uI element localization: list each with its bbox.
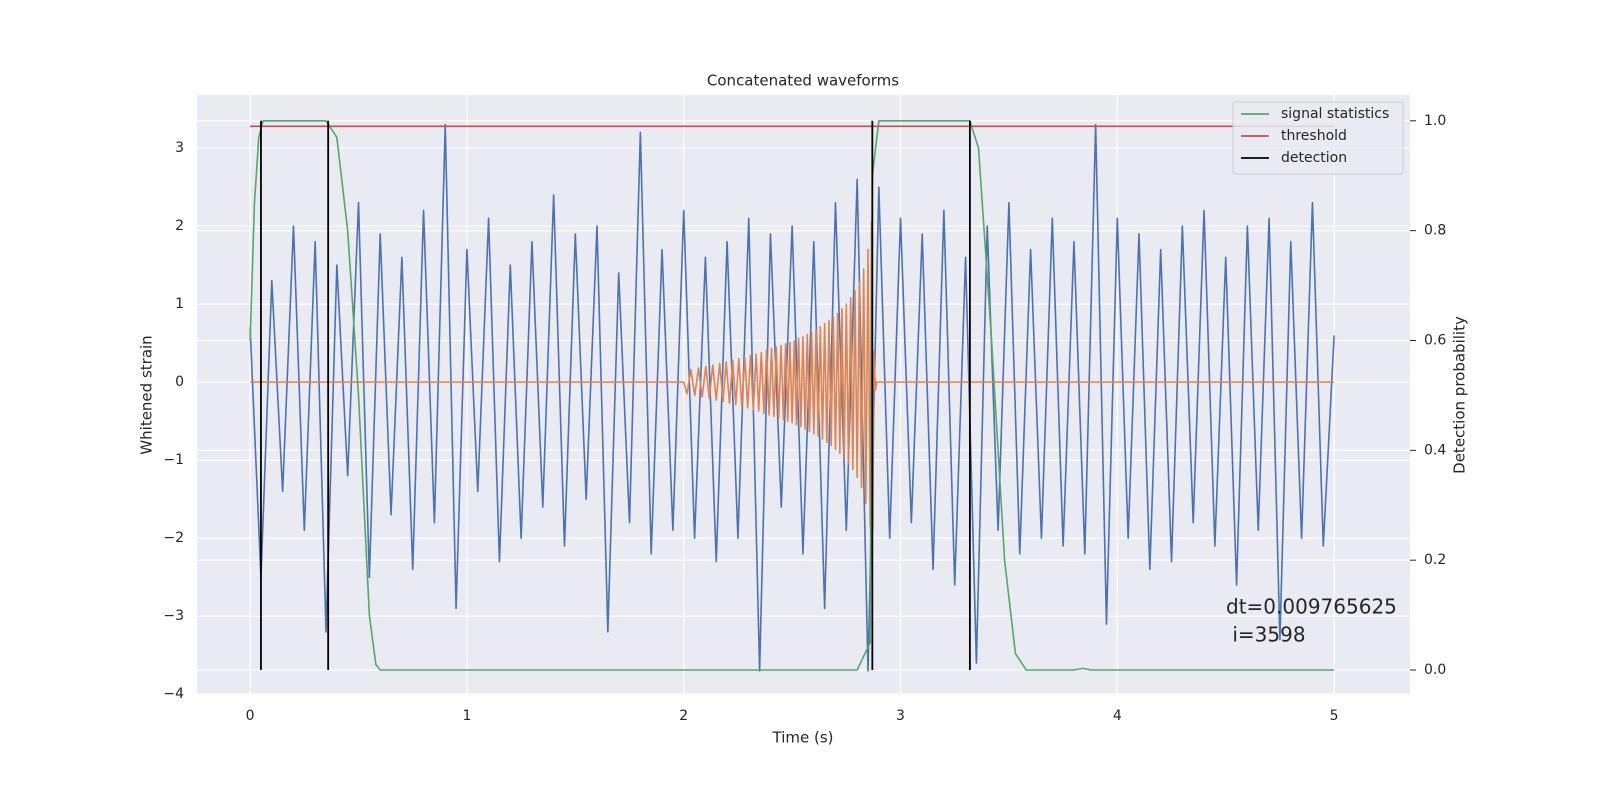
- legend-label: detection: [1281, 150, 1347, 166]
- x-tick-label: 4: [1113, 708, 1122, 724]
- marks: [249, 120, 1335, 672]
- y2-tick-label: 0.6: [1424, 332, 1446, 348]
- x-tick-label: 3: [896, 708, 905, 724]
- y-tick-label: −4: [163, 686, 184, 702]
- legend-box: [1232, 101, 1404, 175]
- legend-label: threshold: [1281, 128, 1347, 144]
- series-line: [249, 120, 1335, 671]
- x-tick-label: 0: [246, 708, 255, 724]
- x-tick-label: 2: [679, 708, 688, 724]
- y2-tick-label: 0.0: [1424, 662, 1446, 678]
- y2-tick-label: 0.4: [1424, 442, 1446, 458]
- x-tick-label: 5: [1330, 708, 1339, 724]
- series-line: [250, 221, 1335, 532]
- y-tick-label: 0: [175, 374, 184, 390]
- x-tick-label: 1: [462, 708, 471, 724]
- legend: signal statistics threshold detection: [1232, 101, 1404, 175]
- y2-axis-label: Detection probability: [1451, 316, 1469, 474]
- plot-area: [197, 95, 1410, 695]
- annotation: i=3598: [1226, 623, 1306, 647]
- x-axis-label: Time (s): [772, 729, 834, 747]
- y-tick-label: −3: [163, 608, 184, 624]
- y2-tick-label: 1.0: [1424, 113, 1446, 129]
- y-tick-label: 2: [175, 218, 184, 234]
- annotation: dt=0.009765625: [1226, 595, 1397, 619]
- y-tick-label: 3: [175, 140, 184, 156]
- y2-tick-label: 0.2: [1424, 552, 1446, 568]
- legend-label: signal statistics: [1281, 106, 1389, 122]
- chart-title: Concatenated waveforms: [707, 72, 899, 90]
- series-line: [249, 123, 1335, 672]
- y-axis-label: Whitened strain: [138, 335, 156, 454]
- y-tick-label: −1: [163, 452, 184, 468]
- y-tick-label: 1: [175, 296, 184, 312]
- y2-tick-label: 0.8: [1424, 223, 1446, 239]
- y-tick-label: −2: [163, 530, 184, 546]
